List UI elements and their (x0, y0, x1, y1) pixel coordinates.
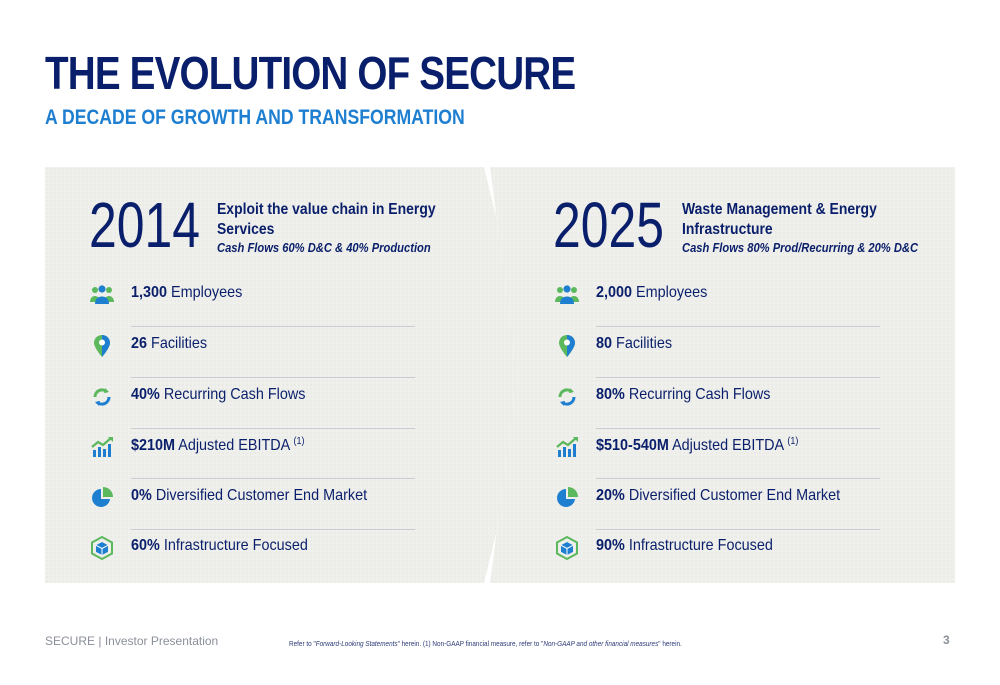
metric-text: 20% Diversified Customer End Market (596, 487, 840, 505)
employees-icon (554, 283, 580, 307)
footnote: Refer to "Forward-Looking Statements" he… (289, 639, 682, 648)
metric-label: Infrastructure Focused (163, 537, 308, 554)
metric-text: 60% Infrastructure Focused (131, 537, 308, 555)
metric-row: 80 Facilities (550, 328, 880, 378)
infrastructure-cube-icon (554, 535, 580, 561)
footnote-marker: (1) (787, 436, 799, 447)
metric-value: 90% (596, 537, 625, 554)
divider (131, 529, 415, 530)
footnote-marker: (1) (293, 436, 305, 447)
metric-row: $510-540M Adjusted EBITDA (1) (550, 429, 880, 479)
metric-row: 26 Facilities (85, 328, 415, 378)
growth-chart-icon (554, 435, 580, 459)
metric-value: 80% (596, 386, 625, 403)
panel-2025-background (490, 167, 955, 583)
metric-label: Adjusted EBITDA (672, 437, 784, 454)
pie-chart-icon (554, 486, 580, 510)
metric-text: 80 Facilities (596, 335, 672, 353)
metric-row: 40% Recurring Cash Flows (85, 379, 415, 429)
location-pin-icon (554, 334, 580, 358)
metric-value: 80 (596, 335, 613, 352)
metric-text: $510-540M Adjusted EBITDA (1) (596, 436, 798, 455)
metric-text: 2,000 Employees (596, 284, 707, 302)
metric-label: Recurring Cash Flows (628, 386, 771, 403)
metric-value: 2,000 (596, 284, 633, 301)
metric-value: $210M (131, 437, 176, 454)
footnote-reference-forward-looking: Forward-Looking Statements (315, 639, 398, 648)
divider (131, 326, 415, 327)
brand-name: SECURE (45, 634, 96, 648)
infrastructure-cube-icon (89, 535, 115, 561)
metric-label: Employees (171, 284, 243, 301)
metric-row: 60% Infrastructure Focused (85, 530, 415, 580)
metric-row: 20% Diversified Customer End Market (550, 480, 880, 530)
recurring-arrows-icon (554, 385, 580, 409)
metric-value: 0% (131, 487, 152, 504)
footnote-text: " herein. (1) Non-GAAP financial measure… (397, 639, 544, 648)
divider (596, 478, 880, 479)
document-name: Investor Presentation (104, 634, 219, 648)
metric-value: $510-540M (596, 437, 669, 454)
footnote-text: " herein. (658, 639, 682, 648)
metric-label: Infrastructure Focused (628, 537, 773, 554)
metric-row: 90% Infrastructure Focused (550, 530, 880, 580)
divider (596, 326, 880, 327)
page-number: 3 (943, 633, 950, 647)
metric-row: 1,300 Employees (85, 277, 415, 327)
divider (596, 428, 880, 429)
panel-2014-background (45, 167, 535, 583)
metric-row: 2,000 Employees (550, 277, 880, 327)
location-pin-icon (89, 334, 115, 358)
column-2014: 2014 Exploit the value chain in Energy S… (45, 167, 485, 583)
metric-text: 80% Recurring Cash Flows (596, 386, 770, 404)
metric-text: 1,300 Employees (131, 284, 242, 302)
footer-separator: | (98, 634, 102, 648)
metric-value: 26 (131, 335, 148, 352)
divider (596, 377, 880, 378)
page-title: THE EVOLUTION OF SECURE (45, 47, 576, 99)
metric-label: Recurring Cash Flows (163, 386, 306, 403)
column-2025: 2025 Waste Management & Energy Infrastru… (510, 167, 950, 583)
metric-value: 60% (131, 537, 160, 554)
metric-label: Adjusted EBITDA (178, 437, 290, 454)
divider (131, 377, 415, 378)
metric-value: 40% (131, 386, 160, 403)
page-subtitle: A DECADE OF GROWTH AND TRANSFORMATION (45, 106, 465, 129)
metric-value: 1,300 (131, 284, 168, 301)
divider (131, 478, 415, 479)
metric-text: 26 Facilities (131, 335, 207, 353)
employees-icon (89, 283, 115, 307)
metric-row: 80% Recurring Cash Flows (550, 379, 880, 429)
metric-label: Diversified Customer End Market (155, 487, 368, 504)
footnote-text: Refer to " (289, 639, 316, 648)
recurring-arrows-icon (89, 385, 115, 409)
metric-label: Employees (636, 284, 708, 301)
year-label: 2014 (89, 189, 201, 261)
pie-chart-icon (89, 486, 115, 510)
metric-label: Facilities (616, 335, 673, 352)
cash-flow-subline: Cash Flows 60% D&C & 40% Production (217, 240, 431, 255)
headline: Waste Management & Energy Infrastructure (682, 201, 877, 238)
metric-row: 0% Diversified Customer End Market (85, 480, 415, 530)
metric-label: Facilities (151, 335, 208, 352)
metric-text: $210M Adjusted EBITDA (1) (131, 436, 305, 455)
metric-label: Diversified Customer End Market (628, 487, 841, 504)
divider (596, 529, 880, 530)
metric-row: $210M Adjusted EBITDA (1) (85, 429, 415, 479)
headline: Exploit the value chain in Energy Servic… (217, 201, 436, 238)
year-label: 2025 (553, 189, 665, 261)
metric-value: 20% (596, 487, 625, 504)
metric-text: 90% Infrastructure Focused (596, 537, 773, 555)
metric-text: 40% Recurring Cash Flows (131, 386, 305, 404)
footer-brand: SECURE | Investor Presentation (45, 634, 218, 648)
metric-text: 0% Diversified Customer End Market (131, 487, 367, 505)
footnote-reference-non-gaap: Non-GAAP and other financial measures (543, 639, 659, 648)
growth-chart-icon (89, 435, 115, 459)
cash-flow-subline: Cash Flows 80% Prod/Recurring & 20% D&C (682, 240, 919, 255)
divider (131, 428, 415, 429)
